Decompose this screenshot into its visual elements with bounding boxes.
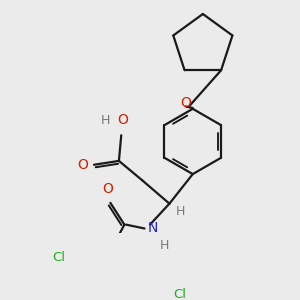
Text: O: O xyxy=(117,113,128,128)
Text: O: O xyxy=(102,182,113,196)
Text: H: H xyxy=(101,115,110,128)
Text: O: O xyxy=(180,96,191,110)
Text: N: N xyxy=(147,221,158,236)
Text: Cl: Cl xyxy=(173,288,186,300)
Text: Cl: Cl xyxy=(52,251,65,264)
Text: H: H xyxy=(176,205,185,218)
Text: O: O xyxy=(77,158,88,172)
Text: H: H xyxy=(160,239,170,252)
